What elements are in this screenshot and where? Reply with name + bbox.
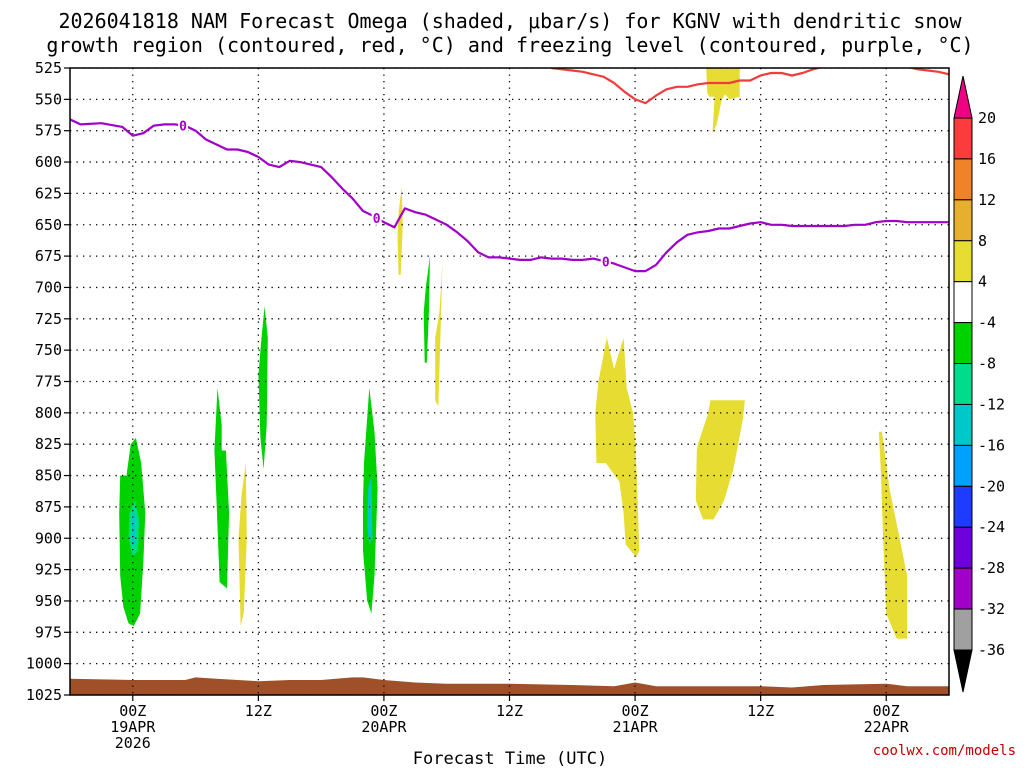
x-tick-label-72-1: 00Z — [873, 702, 900, 720]
x-tick-label-0-1: 00Z — [119, 702, 146, 720]
freezing-level-contour-label: 0 — [373, 212, 381, 227]
y-tick-label-1025: 1025 — [26, 686, 62, 704]
chart-title-line1: 2026041818 NAM Forecast Omega (shaded, μ… — [58, 9, 962, 33]
colorbar-tick-label-4: -20 — [978, 477, 1005, 495]
y-tick-label-775: 775 — [35, 373, 62, 391]
colorbar-tick-label-13: 20 — [978, 109, 996, 127]
y-tick-label-600: 600 — [35, 153, 62, 171]
x-tick-label-24-1: 00Z — [370, 702, 397, 720]
colorbar-box-2 — [953, 199, 973, 242]
colorbar-tick-label-0: -36 — [978, 641, 1005, 659]
plot-area: 0 0 0 525 550 575 600 625 650 675 700 725 750 775 800 8… — [26, 59, 950, 752]
colorbar-tick-label-12: 16 — [978, 150, 996, 168]
omega-shaded-region-13 — [878, 431, 908, 639]
colorbar-box-1 — [953, 158, 973, 201]
contour-label-bg-0 — [178, 118, 189, 133]
y-tick-label-975: 975 — [35, 623, 62, 641]
y-tick-label-850: 850 — [35, 467, 62, 485]
y-tick-label-675: 675 — [35, 247, 62, 265]
plot-contents: 0 0 0 — [70, 68, 949, 695]
colorbar-box-7 — [953, 403, 973, 446]
x-tick-label-0-2: 19APR — [110, 718, 156, 736]
colorbar-tick-label-8: -4 — [978, 314, 996, 332]
x-tick-label-36-1: 12Z — [496, 702, 523, 720]
omega-shaded-region-11 — [595, 337, 640, 558]
freezing-level-line — [70, 118, 949, 273]
colorbar-bottom-arrow — [953, 649, 973, 693]
omega-shaded-region-3 — [214, 387, 230, 589]
x-tick-label-24-2: 20APR — [361, 718, 407, 736]
omega-shaded-region-10 — [435, 262, 443, 407]
colorbar-tick-label-11: 12 — [978, 191, 996, 209]
omega-shaded-region-4 — [238, 463, 247, 626]
colorbar-box-12 — [953, 608, 973, 651]
colorbar-tick-label-2: -28 — [978, 559, 1005, 577]
colorbar-box-3 — [953, 240, 973, 283]
x-axis-title: Forecast Time (UTC) — [413, 749, 607, 768]
colorbar-box-9 — [953, 485, 973, 528]
coolwx-credit: coolwx.com/models — [873, 743, 1016, 759]
y-tick-label-750: 750 — [35, 341, 62, 359]
colorbar-box-0 — [953, 117, 973, 160]
colorbar-tick-label-9: 4 — [978, 273, 987, 291]
y-tick-label-575: 575 — [35, 122, 62, 140]
contour-label-bg-2 — [600, 254, 611, 269]
colorbar-tick-label-6: -12 — [978, 395, 1005, 413]
y-tick-label-700: 700 — [35, 278, 62, 296]
colorbar-top-arrow — [953, 75, 973, 119]
x-tick-label-48-1: 00Z — [622, 702, 649, 720]
colorbar-box-4 — [953, 281, 973, 324]
freezing-level-contour-label: 0 — [602, 256, 610, 271]
omega-shaded-region-2 — [131, 513, 135, 545]
y-tick-label-550: 550 — [35, 90, 62, 108]
dendritic-growth-line — [551, 68, 949, 105]
colorbar-box-6 — [953, 363, 973, 405]
contour-label-bg-1 — [371, 210, 382, 225]
omega-shaded-region-8 — [397, 187, 403, 275]
omega-shaded-region-5 — [258, 306, 268, 470]
colorbar-box-8 — [953, 444, 973, 487]
x-tick-label-0-3: 2026 — [115, 734, 151, 752]
colorbar-box-5 — [953, 322, 973, 365]
y-tick-label-650: 650 — [35, 216, 62, 234]
y-tick-label-900: 900 — [35, 529, 62, 547]
plot-background — [70, 68, 949, 695]
y-tick-label-1000: 1000 — [26, 655, 62, 673]
omega-shaded-region-12 — [695, 400, 745, 520]
x-tick-label-60-1: 12Z — [747, 702, 774, 720]
freezing-level-contour-label: 0 — [179, 119, 187, 134]
y-tick-label-725: 725 — [35, 310, 62, 328]
omega-colorbar: -36 -32 -28 -24 -20 -16 -12 -8 -4 4 8 12 16 20 — [953, 75, 1005, 693]
omega-shaded-region-14 — [706, 68, 740, 134]
colorbar-tick-label-1: -32 — [978, 600, 1005, 618]
chart-title-line2: growth region (contoured, red, °C) and f… — [46, 33, 973, 57]
y-tick-label-950: 950 — [35, 592, 62, 610]
x-tick-label-72-2: 22APR — [864, 718, 910, 736]
y-tick-label-525: 525 — [35, 59, 62, 77]
colorbar-box-11 — [953, 567, 973, 610]
y-tick-label-925: 925 — [35, 561, 62, 579]
omega-shaded-region-7 — [367, 475, 373, 545]
colorbar-tick-label-3: -24 — [978, 518, 1005, 536]
colorbar-box-10 — [953, 526, 973, 569]
colorbar-tick-label-5: -16 — [978, 436, 1005, 454]
y-tick-label-800: 800 — [35, 404, 62, 422]
y-tick-label-875: 875 — [35, 498, 62, 516]
colorbar-tick-label-10: 8 — [978, 232, 987, 250]
x-tick-label-12-1: 12Z — [245, 702, 272, 720]
x-tick-label-48-2: 21APR — [612, 718, 658, 736]
y-tick-label-625: 625 — [35, 184, 62, 202]
y-tick-label-825: 825 — [35, 435, 62, 453]
omega-shaded-region-9 — [423, 256, 430, 363]
colorbar-tick-label-7: -8 — [978, 355, 996, 373]
